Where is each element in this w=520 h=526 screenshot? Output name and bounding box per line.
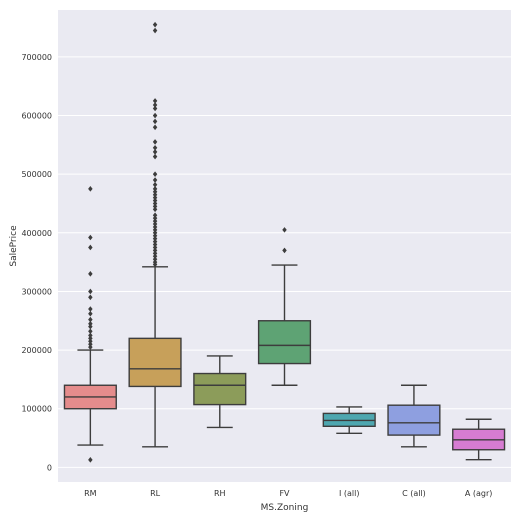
- outlier-point: [152, 206, 158, 213]
- x-tick-label: RH: [214, 489, 226, 498]
- outlier-point: [88, 294, 93, 301]
- outlier-point: [88, 306, 93, 312]
- outlier-point: [152, 188, 158, 195]
- y-axis-label: SalePrice: [9, 225, 19, 267]
- outlier-point: [152, 212, 158, 219]
- outlier-point: [88, 335, 93, 342]
- x-axis-label: MS.Zoning: [261, 503, 309, 513]
- outlier-point: [152, 203, 158, 210]
- outlier-point: [88, 310, 93, 317]
- plot-area: [58, 10, 511, 482]
- outlier-point: [88, 338, 93, 345]
- outlier-point: [282, 227, 287, 233]
- outlier-point: [88, 271, 93, 277]
- box-rh: [193, 355, 247, 429]
- outlier-point: [152, 186, 158, 192]
- outlier-point: [152, 194, 158, 201]
- outlier-point: [152, 124, 158, 131]
- outlier-point: [152, 230, 158, 236]
- outlier-point: [88, 457, 93, 463]
- outlier-point: [152, 247, 158, 254]
- box-fv: [257, 227, 312, 386]
- box-i-all-: [322, 406, 376, 435]
- outlier-point: [152, 191, 158, 198]
- outlier-point: [88, 328, 93, 335]
- outlier-point: [152, 250, 158, 257]
- y-tick-label: 500000: [21, 170, 52, 179]
- outlier-point: [152, 153, 158, 160]
- box-body: [387, 404, 441, 436]
- outlier-point: [152, 197, 158, 204]
- x-tick-label: RL: [150, 489, 161, 498]
- outlier-point: [152, 171, 158, 177]
- outlier-point: [152, 27, 158, 34]
- outlier-point: [88, 323, 93, 330]
- outlier-point: [152, 235, 158, 242]
- box-body: [193, 372, 247, 406]
- outlier-point: [282, 247, 287, 254]
- outlier-point: [88, 316, 93, 323]
- outlier-point: [152, 259, 158, 265]
- y-tick-label: 400000: [21, 229, 52, 238]
- y-tick-label: 600000: [21, 112, 52, 121]
- outlier-point: [152, 218, 158, 224]
- x-tick-label: C (all): [402, 489, 426, 498]
- x-tick-label: RM: [84, 489, 97, 498]
- outlier-point: [152, 144, 158, 151]
- outlier-point: [152, 21, 158, 28]
- outlier-point: [152, 215, 158, 221]
- outlier-point: [152, 241, 158, 248]
- outlier-point: [88, 344, 93, 350]
- boxes: [63, 21, 506, 463]
- outlier-point: [152, 221, 158, 227]
- outlier-point: [152, 112, 158, 119]
- outlier-point: [152, 105, 158, 112]
- y-tick-label: 0: [47, 463, 52, 472]
- x-tick-label: I (all): [339, 489, 360, 498]
- outlier-point: [152, 238, 158, 245]
- outlier-point: [152, 224, 158, 230]
- y-tick-label: 200000: [21, 346, 52, 355]
- box-body: [128, 337, 182, 388]
- box-rl: [128, 21, 182, 448]
- outlier-point: [88, 332, 93, 339]
- y-tick-label: 300000: [21, 287, 52, 296]
- outlier-point: [88, 244, 93, 251]
- outlier-point: [152, 102, 158, 108]
- x-tick-label: A (agr): [465, 489, 493, 498]
- y-tick-labels: 0 100000 200000 300000 400000 500000 600000 700…: [21, 53, 52, 472]
- box-c-all-: [387, 384, 441, 448]
- outlier-point: [152, 227, 158, 233]
- y-tick-label: 100000: [21, 405, 52, 414]
- outlier-point: [152, 181, 158, 188]
- outlier-point: [152, 118, 158, 125]
- x-tick-labels: RM RL RH FV I (all) C (all) A (agr): [84, 489, 492, 498]
- outlier-point: [152, 149, 158, 155]
- outlier-point: [88, 186, 93, 192]
- outlier-point: [88, 288, 93, 295]
- x-tick-label: FV: [279, 489, 290, 498]
- y-tick-label: 700000: [21, 53, 52, 62]
- outlier-point: [152, 139, 158, 145]
- outlier-point: [152, 256, 158, 262]
- outlier-point: [152, 98, 158, 104]
- box-body: [257, 320, 312, 365]
- box-rm: [63, 186, 117, 463]
- outlier-point: [152, 244, 158, 251]
- outlier-point: [152, 177, 158, 183]
- outlier-point: [88, 234, 93, 241]
- box-a-agr-: [452, 418, 506, 461]
- outlier-point: [152, 232, 158, 239]
- outlier-point: [152, 200, 158, 207]
- outlier-point: [152, 253, 158, 260]
- outlier-point: [88, 341, 93, 348]
- outlier-point: [88, 320, 93, 327]
